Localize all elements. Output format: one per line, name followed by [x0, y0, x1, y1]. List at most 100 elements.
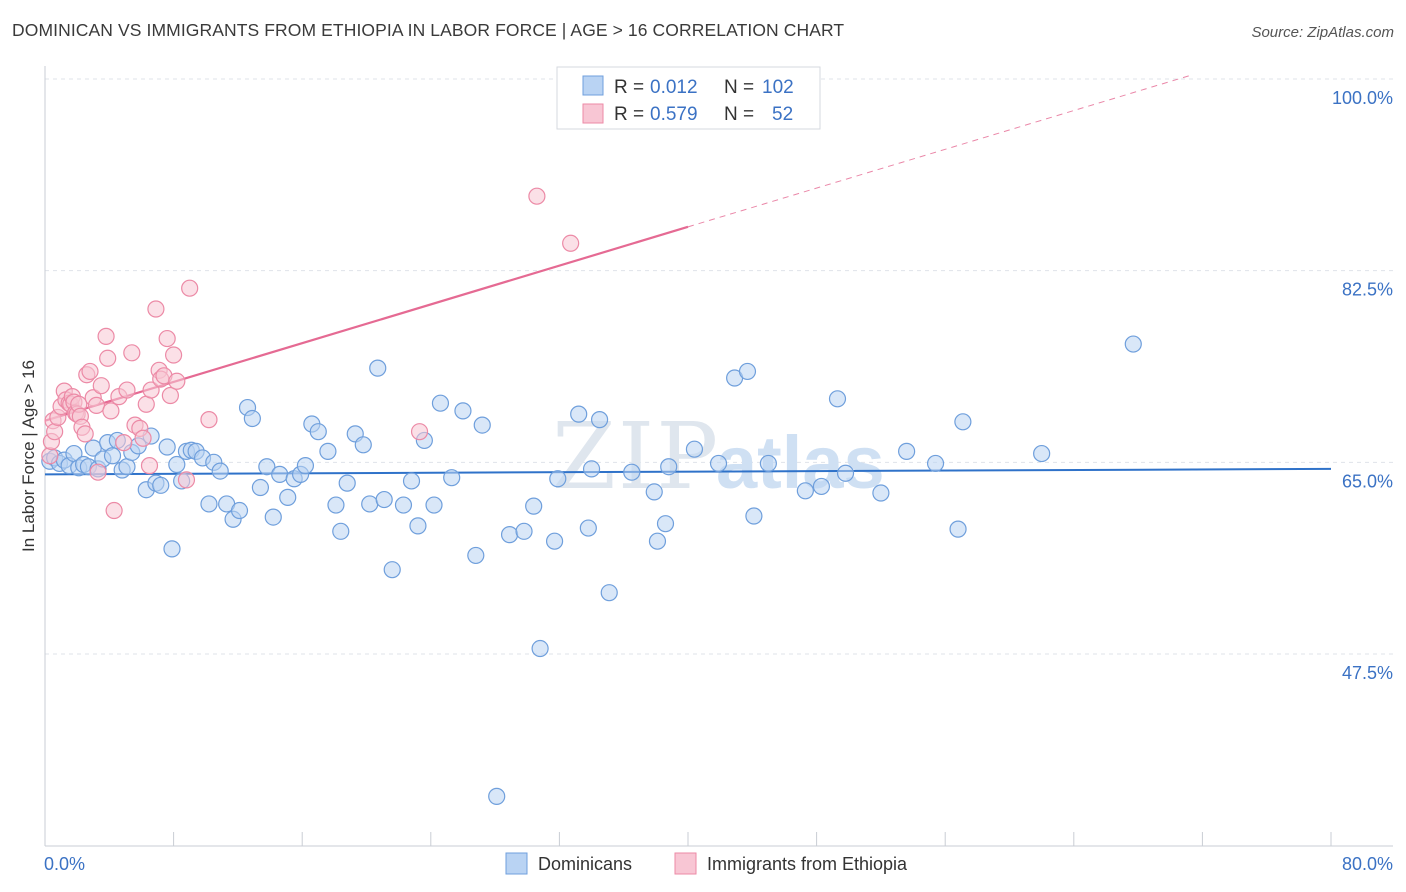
grid-lines — [45, 78, 1393, 655]
point-ethiopia-43 — [161, 386, 179, 405]
point-dominicans-96 — [872, 484, 890, 502]
point-dominicans-93 — [812, 477, 831, 496]
legend-n-label-2: N = — [724, 104, 754, 125]
legend-swatch-ethiopia — [582, 103, 604, 124]
point-ethiopia-45 — [168, 372, 186, 390]
point-ethiopia-3 — [46, 423, 64, 441]
point-dominicans-60 — [402, 472, 421, 490]
point-dominicans-83 — [648, 532, 667, 550]
point-dominicans-22 — [152, 476, 170, 494]
point-dominicans-55 — [361, 495, 379, 513]
point-dominicans-58 — [383, 561, 401, 579]
point-dominicans-98 — [926, 454, 945, 473]
point-dominicans-50 — [327, 496, 345, 514]
point-dominicans-49 — [319, 442, 337, 460]
point-dominicans-102 — [1124, 335, 1142, 353]
point-dominicans-86 — [685, 440, 704, 458]
point-dominicans-40 — [258, 458, 276, 476]
point-dominicans-71 — [515, 522, 533, 540]
point-dominicans-69 — [488, 787, 506, 805]
point-dominicans-65 — [443, 469, 461, 487]
point-dominicans-81 — [623, 463, 641, 481]
point-ethiopia-0 — [41, 447, 59, 465]
legend-r-value-2: 0.579 — [650, 104, 698, 125]
point-dominicans-59 — [394, 496, 413, 514]
point-dominicans-91 — [759, 454, 777, 473]
point-dominicans-80 — [600, 584, 618, 602]
point-ethiopia-27 — [105, 501, 123, 520]
point-dominicans-92 — [796, 482, 814, 500]
point-dominicans-78 — [582, 460, 601, 478]
point-dominicans-67 — [467, 546, 485, 565]
y-tick-labels: 47.5% 65.0% 82.5% 100.0% — [1332, 88, 1393, 683]
legend-r-label-1: R = — [614, 77, 644, 98]
y-tick-label-3: 100.0% — [1332, 88, 1393, 108]
bottom-legend-swatch-dominicans — [505, 852, 528, 875]
point-dominicans-51 — [332, 522, 350, 540]
point-ethiopia-46 — [177, 471, 196, 489]
point-ethiopia-30 — [118, 381, 136, 399]
point-ethiopia-29 — [115, 434, 133, 452]
point-ethiopia-22 — [89, 463, 107, 481]
x-tick-label-min: 0.0% — [44, 854, 85, 874]
legend-swatch-dominicans — [582, 75, 604, 96]
point-dominicans-74 — [545, 532, 564, 550]
point-dominicans-46 — [296, 457, 315, 475]
point-ethiopia-35 — [137, 395, 155, 413]
point-dominicans-54 — [354, 436, 372, 454]
y-tick-label-2: 82.5% — [1342, 280, 1393, 300]
point-dominicans-72 — [525, 497, 543, 515]
point-dominicans-95 — [836, 464, 855, 482]
point-dominicans-100 — [954, 413, 972, 431]
bottom-legend-dominicans: Dominicans — [538, 854, 632, 874]
point-dominicans-76 — [570, 405, 588, 423]
point-ethiopia-48 — [200, 411, 218, 429]
legend-n-value-2: 52 — [772, 104, 793, 125]
point-dominicans-43 — [279, 488, 297, 506]
point-dominicans-64 — [431, 394, 450, 412]
point-ethiopia-26 — [102, 402, 120, 420]
point-ethiopia-23 — [92, 377, 110, 395]
point-dominicans-36 — [230, 501, 249, 520]
point-dominicans-87 — [709, 454, 728, 473]
point-dominicans-70 — [500, 526, 519, 544]
legend-n-value-1: 102 — [762, 77, 794, 98]
legend-r-label-2: R = — [614, 104, 644, 125]
point-dominicans-31 — [200, 495, 218, 513]
y-tick-label-0: 47.5% — [1342, 663, 1393, 683]
point-ethiopia-19 — [81, 362, 99, 381]
point-ethiopia-49 — [410, 423, 429, 441]
point-ethiopia-50 — [528, 187, 546, 205]
y-axis-title: In Labor Force | Age > 16 — [19, 360, 38, 552]
point-dominicans-61 — [409, 517, 427, 535]
legend-n-label-1: N = — [724, 77, 754, 98]
x-tick-label-max: 80.0% — [1342, 854, 1393, 874]
point-ethiopia-47 — [181, 279, 199, 297]
point-dominicans-25 — [168, 455, 186, 474]
trend-line-dominicans — [44, 467, 1332, 476]
point-dominicans-63 — [425, 496, 443, 514]
point-dominicans-75 — [549, 470, 567, 488]
point-dominicans-13 — [103, 447, 122, 465]
point-dominicans-68 — [473, 416, 491, 434]
point-ethiopia-34 — [134, 429, 152, 447]
point-dominicans-38 — [243, 409, 261, 428]
point-dominicans-24 — [163, 540, 181, 558]
point-dominicans-39 — [251, 478, 270, 497]
point-dominicans-94 — [828, 390, 847, 408]
point-ethiopia-44 — [165, 346, 183, 364]
point-dominicans-99 — [949, 520, 967, 538]
source-label: Source: ZipAtlas.com — [1251, 24, 1394, 41]
legend-r-value-1: 0.012 — [650, 77, 698, 98]
point-ethiopia-21 — [87, 396, 106, 414]
point-dominicans-89 — [738, 362, 757, 381]
point-dominicans-23 — [158, 438, 176, 456]
point-dominicans-66 — [454, 402, 472, 420]
point-ethiopia-42 — [158, 329, 176, 348]
point-dominicans-84 — [656, 515, 675, 533]
point-ethiopia-24 — [97, 327, 115, 345]
chart-title: DOMINICAN VS IMMIGRANTS FROM ETHIOPIA IN… — [12, 20, 845, 40]
x-tick-labels: 0.0% 80.0% — [44, 854, 1393, 874]
point-dominicans-85 — [660, 458, 678, 476]
